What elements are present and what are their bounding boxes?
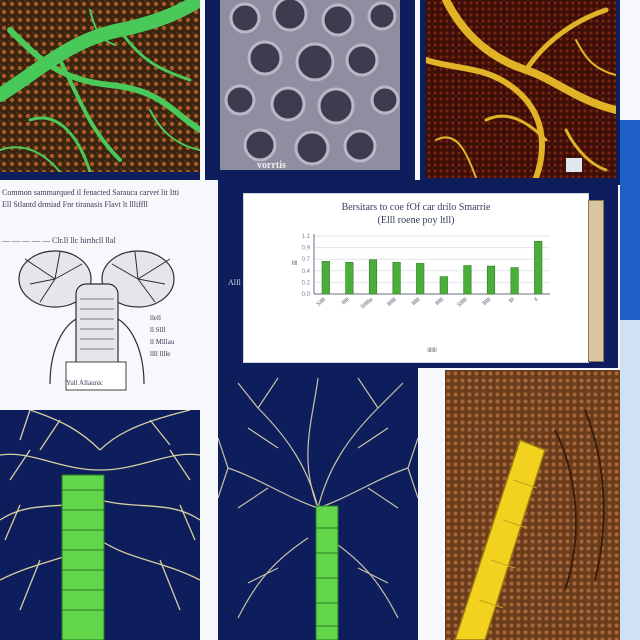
y-tick-label: 1.1 <box>302 234 311 240</box>
diagram-label-3: ll Slll <box>150 326 166 334</box>
x-tick-label: llll <box>508 297 516 305</box>
gold-vein-micrograph <box>426 0 616 178</box>
chart-title: Bersitars to coe fOf car drilo Smarrie <box>341 202 491 213</box>
bottom-right-micrograph <box>445 370 620 640</box>
bar <box>392 262 401 295</box>
bar <box>345 262 354 295</box>
right-edge-light-strip <box>620 320 640 640</box>
bar <box>416 263 425 295</box>
x-tick-label: llllllll <box>387 297 398 308</box>
diagram-label-1: Yull Allaunic <box>66 379 104 387</box>
bar <box>439 276 448 295</box>
y-tick-label: 0.4 <box>302 269 311 275</box>
diagram-label-5: llll lllle <box>150 350 171 358</box>
bar <box>463 265 472 295</box>
organism-diagram: Yull Allaunic llell ll Slll ll Mlllau ll… <box>10 244 210 394</box>
left-margin-label: AlIl <box>228 278 241 287</box>
bottom-middle-frame <box>218 368 418 640</box>
doc-line-1: Common sammarqued il fenacted Sarauca ca… <box>2 188 180 197</box>
y-tick-label: 0.2 <box>302 280 311 286</box>
x-tick-label: lllllll <box>482 297 492 307</box>
chart-side-thumbnail <box>588 200 604 362</box>
bottom-left-frame <box>0 410 200 640</box>
x-tick-label: ll <box>534 297 540 303</box>
bar <box>486 265 496 295</box>
x-tick-label: Sillllla <box>360 296 375 310</box>
doc-line-2: Ell Stlantd drmiad Fnr tiranasis Flavt l… <box>2 200 148 209</box>
diagram-label-4: ll Mlllau <box>150 338 175 346</box>
chart-subtitle: (Elll roene poy ltll) <box>377 215 455 226</box>
bar <box>534 240 543 295</box>
bar <box>321 261 330 295</box>
bar <box>368 259 378 295</box>
porous-sem-frame: vorrtis <box>205 0 415 180</box>
right-edge-blue-strip <box>620 120 640 320</box>
gold-vein-frame <box>420 0 620 185</box>
x-tick-label: lllllll <box>411 297 421 307</box>
green-vein-micrograph <box>0 0 200 172</box>
y-tick-label: 0.0 <box>302 292 311 298</box>
x-tick-label: Sillll <box>316 297 327 308</box>
y-axis-label: llll <box>292 261 297 267</box>
bar-chart-card: Bersitars to coe fOf car drilo Smarrie (… <box>243 193 589 363</box>
top-left-frame-strip <box>0 172 200 180</box>
x-axis-label: lllllll <box>427 348 436 354</box>
x-tick-label: Sllllll <box>456 297 468 309</box>
doc-line-3: — — — — — Clr.ll llc hirthcll llal <box>2 236 116 245</box>
x-tick-label: llllll <box>341 297 350 306</box>
porous-sem-caption: vorrtis <box>257 160 286 171</box>
diagram-label-2: llell <box>150 314 161 322</box>
bar <box>510 267 519 295</box>
y-tick-label: 0.9 <box>302 246 311 252</box>
porous-sem-image <box>220 0 400 170</box>
x-tick-label: lllllll <box>435 297 445 307</box>
y-tick-label: 0.7 <box>302 257 311 263</box>
